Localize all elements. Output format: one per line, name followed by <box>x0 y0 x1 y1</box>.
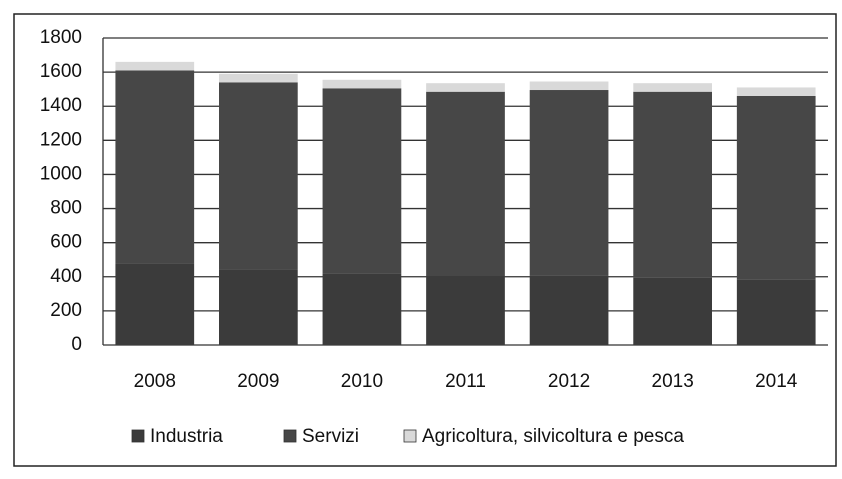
y-tick-label: 1400 <box>40 95 82 116</box>
x-tick-label: 2014 <box>755 371 798 392</box>
legend-swatch <box>131 429 145 443</box>
bar-segment <box>115 263 195 345</box>
y-tick-label: 400 <box>50 266 82 287</box>
legend-label: Agricoltura, silvicoltura e pesca <box>422 426 684 447</box>
y-tick-label: 600 <box>50 232 82 253</box>
y-tick-label: 1200 <box>40 129 82 150</box>
bar-segment <box>736 87 816 96</box>
bar-segment <box>529 90 609 276</box>
y-tick-label: 200 <box>50 300 82 321</box>
x-tick-label: 2010 <box>341 371 383 392</box>
bar-segment <box>633 91 712 278</box>
y-tick-label: 800 <box>50 198 82 219</box>
bar-segment <box>426 91 505 276</box>
bar-segment <box>219 73 298 83</box>
bar-segment <box>115 61 195 71</box>
bar-segment <box>219 269 298 345</box>
bar-segment <box>322 79 402 89</box>
bar-segment <box>426 83 505 92</box>
bar-segment <box>529 81 609 91</box>
bar-segment <box>633 83 712 92</box>
legend-swatch <box>403 429 417 443</box>
legend-label: Servizi <box>302 426 359 447</box>
y-tick-label: 1000 <box>40 163 82 184</box>
bar-segment <box>322 273 402 345</box>
y-tick-label: 1600 <box>40 61 82 82</box>
bar-segment <box>115 70 195 264</box>
bar-segment <box>736 95 816 280</box>
bar-segment <box>633 277 712 345</box>
y-tick-label: 1800 <box>40 27 82 48</box>
bar-segment <box>426 275 505 345</box>
x-tick-label: 2012 <box>548 371 590 392</box>
x-tick-label: 2013 <box>652 371 694 392</box>
bar-segment <box>736 279 816 345</box>
x-tick-label: 2011 <box>445 371 486 392</box>
bar-segment <box>322 88 402 274</box>
x-tick-label: 2009 <box>237 371 279 392</box>
y-tick-label: 0 <box>71 334 82 355</box>
bar-segment <box>219 82 298 270</box>
x-tick-label: 2008 <box>134 371 176 392</box>
legend-label: Industria <box>150 426 223 447</box>
bar-segment <box>529 275 609 345</box>
legend-swatch <box>283 429 297 443</box>
